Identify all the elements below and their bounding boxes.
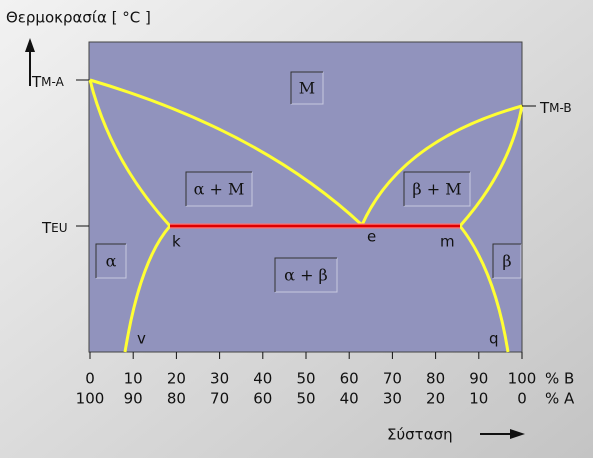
region-label: β [502, 252, 511, 271]
x-tick-label: 70 [383, 370, 402, 388]
x-tick-label: 0 [517, 390, 527, 408]
region-box-dark [185, 171, 252, 206]
region-box-light [291, 72, 324, 105]
region-box-dark [95, 243, 126, 278]
liquidus-right [360, 104, 523, 226]
region-label: β + M [412, 180, 461, 199]
point-label: m [440, 233, 455, 251]
region-box-dark [403, 171, 470, 206]
region-label: α [106, 252, 117, 271]
region-box-light [186, 172, 253, 207]
x-tick-label: 10 [469, 390, 488, 408]
axis-title: Θερμοκρασία [ °C ] [6, 9, 151, 27]
x-tick-label: 20 [167, 370, 186, 388]
x-tick-label: 60 [340, 370, 359, 388]
unit-b: % B [545, 370, 574, 388]
x-tick-label: 80 [426, 370, 445, 388]
phase-curves [88, 78, 524, 353]
x-tick-label: 40 [340, 390, 359, 408]
region-label: M [299, 79, 315, 98]
x-tick-label: 30 [383, 390, 402, 408]
region-box-light [493, 244, 522, 279]
region-label: α + M [194, 180, 245, 199]
x-tick-label: 30 [210, 370, 229, 388]
region-box-dark [290, 71, 323, 104]
arrow-head [510, 429, 525, 439]
x-tick-label: 20 [426, 390, 445, 408]
x-tick-label: 50 [296, 390, 315, 408]
point-label: k [172, 233, 181, 251]
liquidus-left [89, 78, 364, 227]
x-tick-label: 40 [253, 370, 272, 388]
temp-label: TM-B [539, 99, 572, 117]
x-tick-label: 100 [508, 370, 537, 388]
x-tick-label: 90 [124, 390, 143, 408]
region-box-dark [492, 243, 521, 278]
plot-area [88, 41, 523, 353]
region-box-light [404, 172, 471, 207]
x-tick-label: 0 [85, 370, 95, 388]
composition-label: Σύσταση [387, 426, 453, 444]
x-tick-label: 80 [167, 390, 186, 408]
temp-label: TEU [41, 219, 68, 237]
solvus-right [458, 225, 510, 353]
arrow-head [25, 38, 35, 52]
region-box-light [275, 258, 338, 293]
x-tick-label: 70 [210, 390, 229, 408]
x-tick-label: 50 [296, 370, 315, 388]
solidus-left [88, 79, 172, 228]
point-label: e [367, 228, 376, 246]
region-label: α + β [284, 266, 328, 285]
x-tick-label: 100 [76, 390, 105, 408]
solidus-right [458, 105, 524, 227]
x-tick-label: 90 [469, 370, 488, 388]
region-box-dark [274, 257, 337, 292]
unit-a: % A [545, 390, 575, 408]
x-tick-label: 10 [124, 370, 143, 388]
temp-label: TM-A [31, 73, 65, 91]
point-label: v [137, 330, 146, 348]
x-tick-label: 60 [253, 390, 272, 408]
solvus-left [123, 225, 172, 353]
region-box-light [96, 244, 127, 279]
point-label: q [489, 330, 499, 348]
